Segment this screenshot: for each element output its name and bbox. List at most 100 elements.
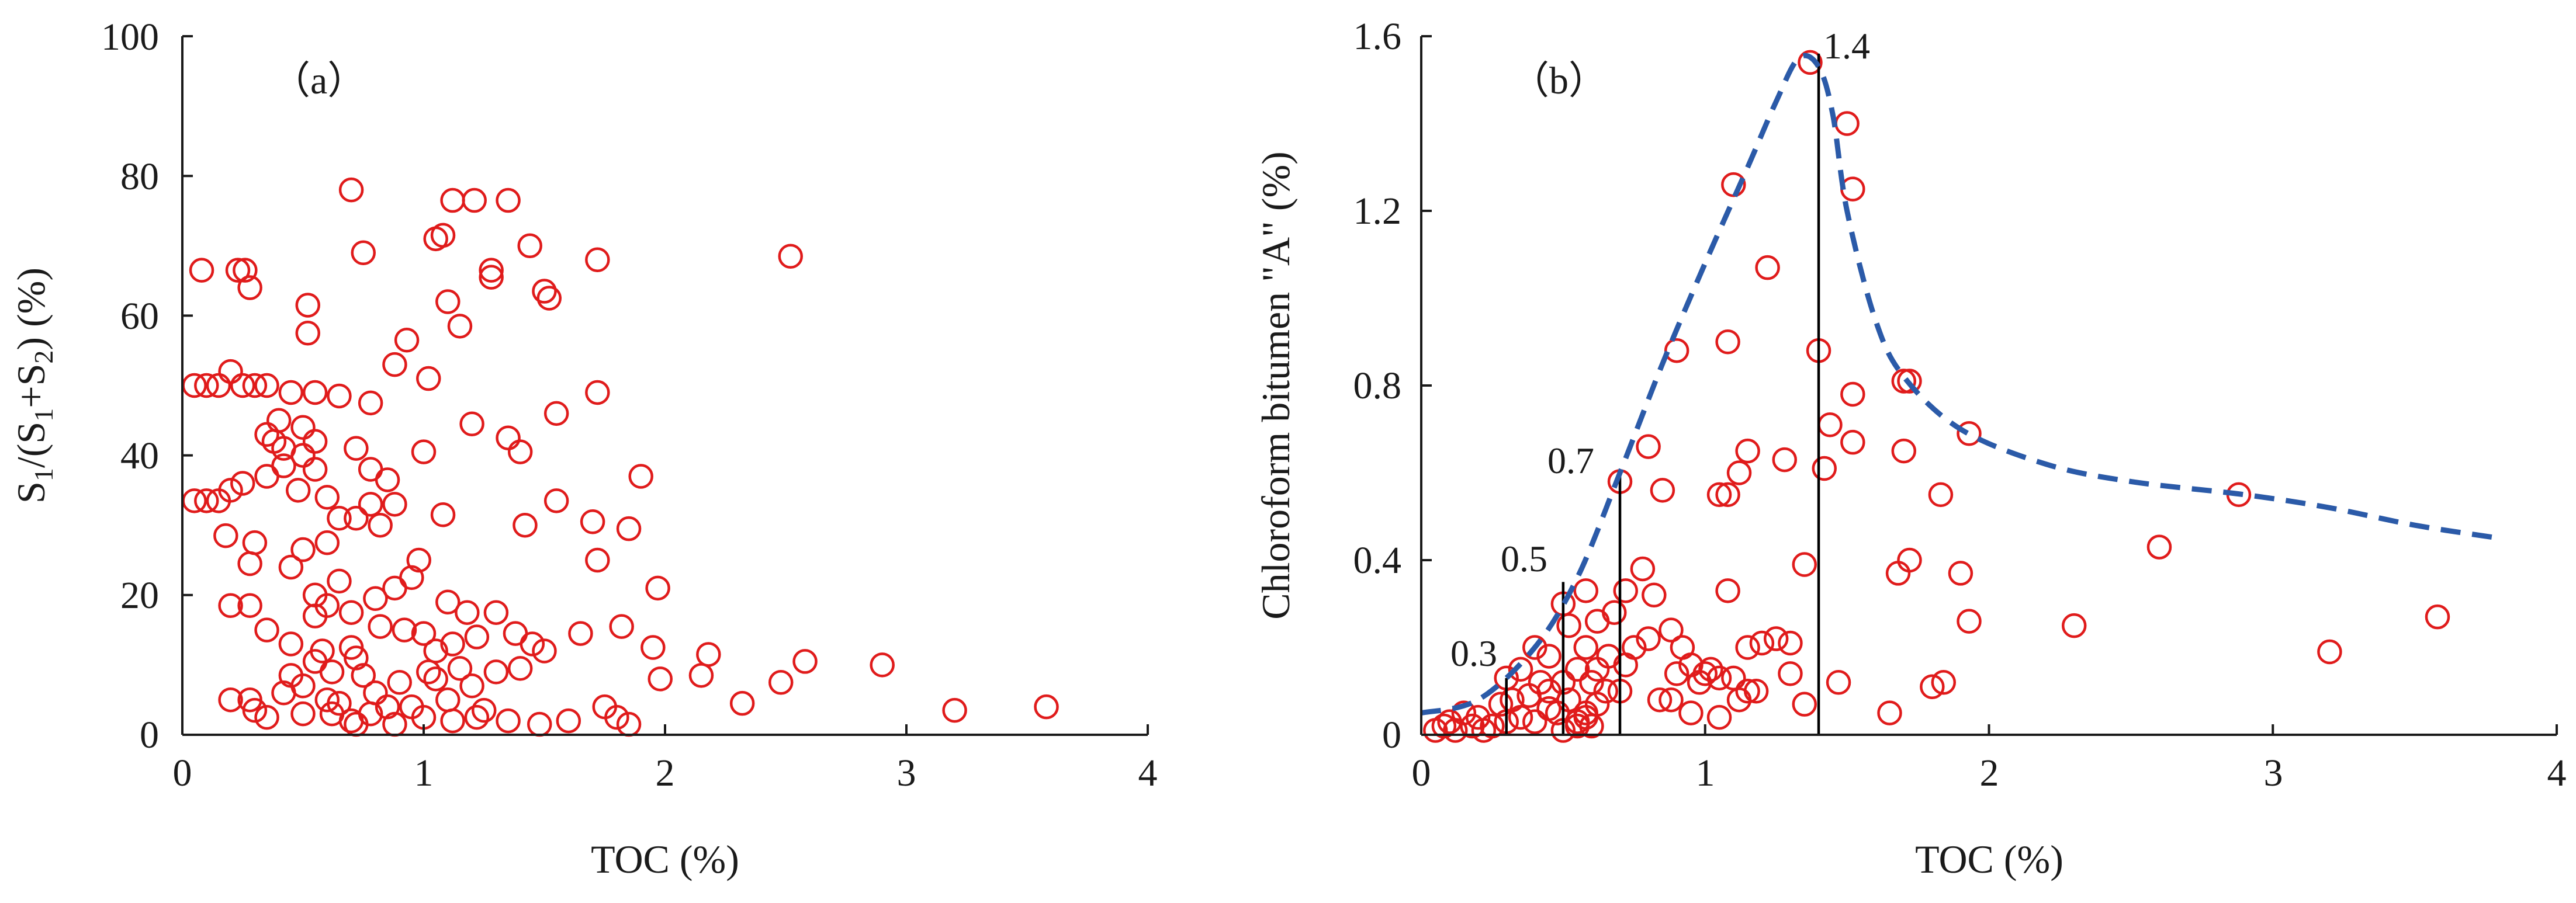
data-point-a-75 <box>628 464 653 489</box>
data-point-a-11 <box>278 380 304 405</box>
data-point-b-1 <box>1834 111 1860 136</box>
data-point-a-86 <box>338 600 364 625</box>
data-point-a-10 <box>254 373 279 398</box>
data-point-a-145 <box>870 652 895 678</box>
x-axis-title-b: TOC (%) <box>1915 837 2063 881</box>
data-point-a-41 <box>375 467 400 492</box>
data-point-a-132 <box>483 659 509 685</box>
data-point-a-140 <box>648 666 673 692</box>
data-point-a-90 <box>406 547 431 573</box>
data-point-a-38 <box>302 429 328 454</box>
data-point-b-0 <box>1798 50 1823 75</box>
data-point-a-64 <box>496 425 521 450</box>
y-axis-title-b: Chloroform bitumen "A" (%) <box>1254 151 1298 620</box>
threshold-label-0.5: 0.5 <box>1501 538 1547 579</box>
data-point-a-65 <box>507 439 533 464</box>
data-point-a-13 <box>327 383 352 409</box>
data-point-a-103 <box>568 621 593 646</box>
data-point-b-103 <box>1536 679 1561 704</box>
data-point-a-12 <box>302 380 328 405</box>
data-point-a-144 <box>792 649 818 674</box>
x-tick-label-a-1: 1 <box>414 752 434 794</box>
data-point-a-74 <box>616 516 642 541</box>
data-point-b-59 <box>1778 661 1803 686</box>
data-point-b-57 <box>1749 630 1775 656</box>
data-point-a-81 <box>237 593 262 618</box>
data-point-a-157 <box>440 708 465 734</box>
data-point-a-98 <box>464 624 490 650</box>
data-point-a-110 <box>242 697 268 723</box>
x-tick-label-a-0: 0 <box>173 752 192 794</box>
data-point-b-66 <box>1706 704 1732 730</box>
data-point-a-155 <box>271 680 296 706</box>
data-point-b-111 <box>1743 679 1769 704</box>
data-point-b-29 <box>1897 547 1922 573</box>
data-point-a-127 <box>423 666 448 692</box>
data-point-a-31 <box>302 457 328 482</box>
data-point-a-91 <box>368 614 393 639</box>
data-point-a-43 <box>351 240 376 266</box>
data-point-a-133 <box>496 708 521 734</box>
x-tick-label-a-2: 2 <box>656 752 675 794</box>
y-axis-title-a: S1/(S1+S2) (%) <box>9 268 58 503</box>
data-point-a-115 <box>314 687 340 713</box>
data-point-a-80 <box>218 593 243 618</box>
y-tick-label-a-3: 60 <box>120 295 159 338</box>
data-point-a-53 <box>496 187 521 213</box>
data-point-a-79 <box>314 530 340 555</box>
data-point-b-91 <box>1465 704 1491 730</box>
x-axis-title-a: TOC (%) <box>591 837 739 881</box>
data-point-a-96 <box>440 631 465 657</box>
data-point-a-122 <box>375 694 400 720</box>
data-point-b-12 <box>1817 412 1843 437</box>
data-point-a-153 <box>319 659 345 685</box>
data-point-a-108 <box>218 687 243 713</box>
data-point-b-40 <box>1613 578 1638 603</box>
data-point-a-104 <box>609 614 634 639</box>
data-point-b-61 <box>1778 630 1803 656</box>
data-point-a-146 <box>942 697 967 723</box>
data-point-b-41 <box>1715 578 1740 603</box>
data-point-a-143 <box>768 670 794 695</box>
data-point-b-21 <box>1706 482 1732 508</box>
data-point-b-72 <box>1536 644 1561 669</box>
data-point-b-69 <box>1593 679 1618 704</box>
data-point-b-107 <box>1573 635 1598 660</box>
x-tick-label-a-3: 3 <box>897 752 916 794</box>
data-point-b-13 <box>1840 429 1865 455</box>
data-point-a-3 <box>237 275 262 300</box>
data-point-b-50 <box>1659 617 1684 642</box>
data-point-b-16 <box>1735 438 1760 464</box>
data-point-a-2 <box>233 258 258 283</box>
data-point-a-24 <box>218 478 243 503</box>
data-point-b-49 <box>1636 626 1661 651</box>
data-point-a-52 <box>462 187 487 213</box>
data-point-b-36 <box>1931 670 1957 695</box>
x-tick-label-a-4: 4 <box>1138 752 1158 794</box>
data-point-b-37 <box>1877 700 1902 725</box>
data-point-b-46 <box>1584 609 1610 634</box>
data-point-a-33 <box>327 505 352 531</box>
data-point-a-36 <box>368 512 393 538</box>
data-point-a-27 <box>230 471 255 496</box>
data-point-b-30 <box>1948 561 1973 586</box>
data-point-a-82 <box>254 617 279 642</box>
data-point-a-159 <box>416 659 441 685</box>
chart-panel-b: 0 0.4 0.8 1.2 1.6 0 1 2 3 4 TOC (%) Chlo… <box>1254 15 2567 881</box>
data-point-a-45 <box>295 321 321 346</box>
data-point-a-149 <box>327 568 352 594</box>
y-tick-label-b-1: 0.4 <box>1353 539 1402 582</box>
data-point-b-45 <box>1556 613 1581 638</box>
data-point-b-94 <box>1488 692 1514 717</box>
data-point-a-16 <box>290 415 316 440</box>
data-point-a-35 <box>358 492 383 517</box>
data-point-a-9 <box>242 373 268 398</box>
data-point-a-117 <box>327 690 352 716</box>
data-point-b-96 <box>1508 704 1533 730</box>
data-point-b-38 <box>1826 670 1851 695</box>
data-point-b-74 <box>1508 657 1533 682</box>
data-point-a-120 <box>351 663 376 688</box>
data-point-a-67 <box>585 380 610 405</box>
data-point-a-70 <box>513 512 538 538</box>
